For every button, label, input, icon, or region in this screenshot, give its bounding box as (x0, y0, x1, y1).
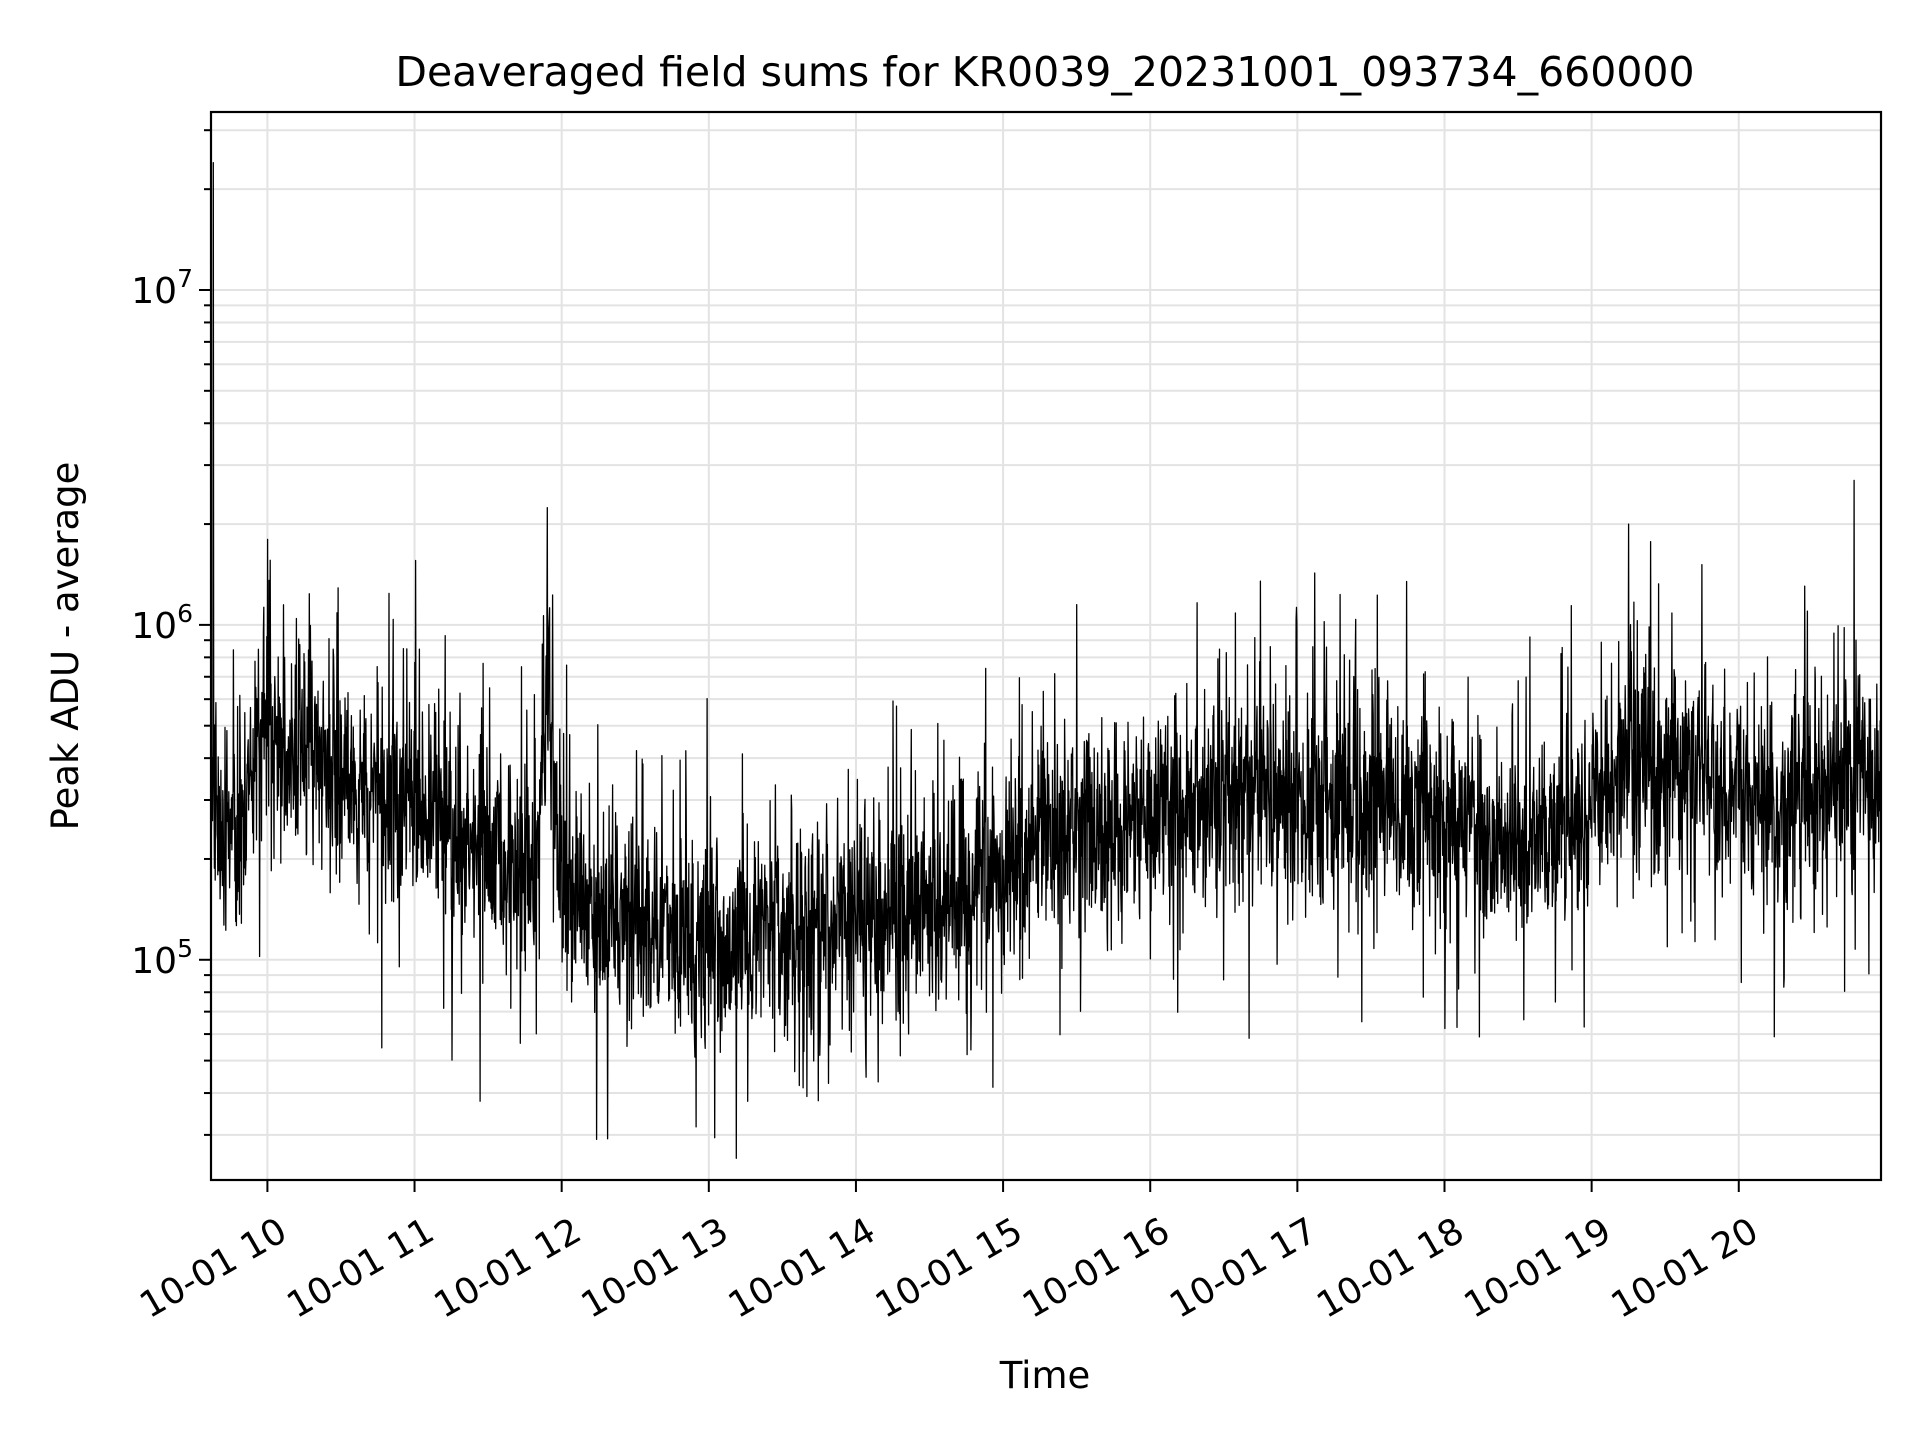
x-tick-label: 10-01 15 (869, 1210, 1030, 1326)
x-tick-label: 10-01 19 (1457, 1210, 1618, 1326)
x-axis-label: Time (999, 1354, 1091, 1397)
x-tick-label: 10-01 10 (133, 1210, 294, 1326)
x-tick-label: 10-01 11 (280, 1210, 441, 1326)
chart-title: Deaveraged field sums for KR0039_2023100… (395, 48, 1694, 96)
x-tick-label: 10-01 12 (428, 1210, 589, 1326)
y-tick-label: 106 (131, 599, 193, 647)
x-tick-label: 10-01 14 (722, 1210, 883, 1326)
y-axis-ticks: 105 106 107 (131, 129, 211, 1136)
plot-frame (209, 110, 1883, 1182)
y-tick-label: 107 (131, 264, 193, 312)
y-tick-label: 105 (131, 934, 193, 982)
series-line (210, 162, 1882, 1159)
x-tick-label: 10-01 17 (1163, 1210, 1324, 1326)
x-tick-label: 10-01 18 (1310, 1210, 1471, 1326)
y-axis-label: Peak ADU - average (44, 462, 87, 831)
data-series (210, 162, 1882, 1159)
x-tick-label: 10-01 13 (575, 1210, 736, 1326)
x-tick-label: 10-01 16 (1016, 1210, 1177, 1326)
x-tick-label: 10-01 20 (1605, 1210, 1766, 1326)
